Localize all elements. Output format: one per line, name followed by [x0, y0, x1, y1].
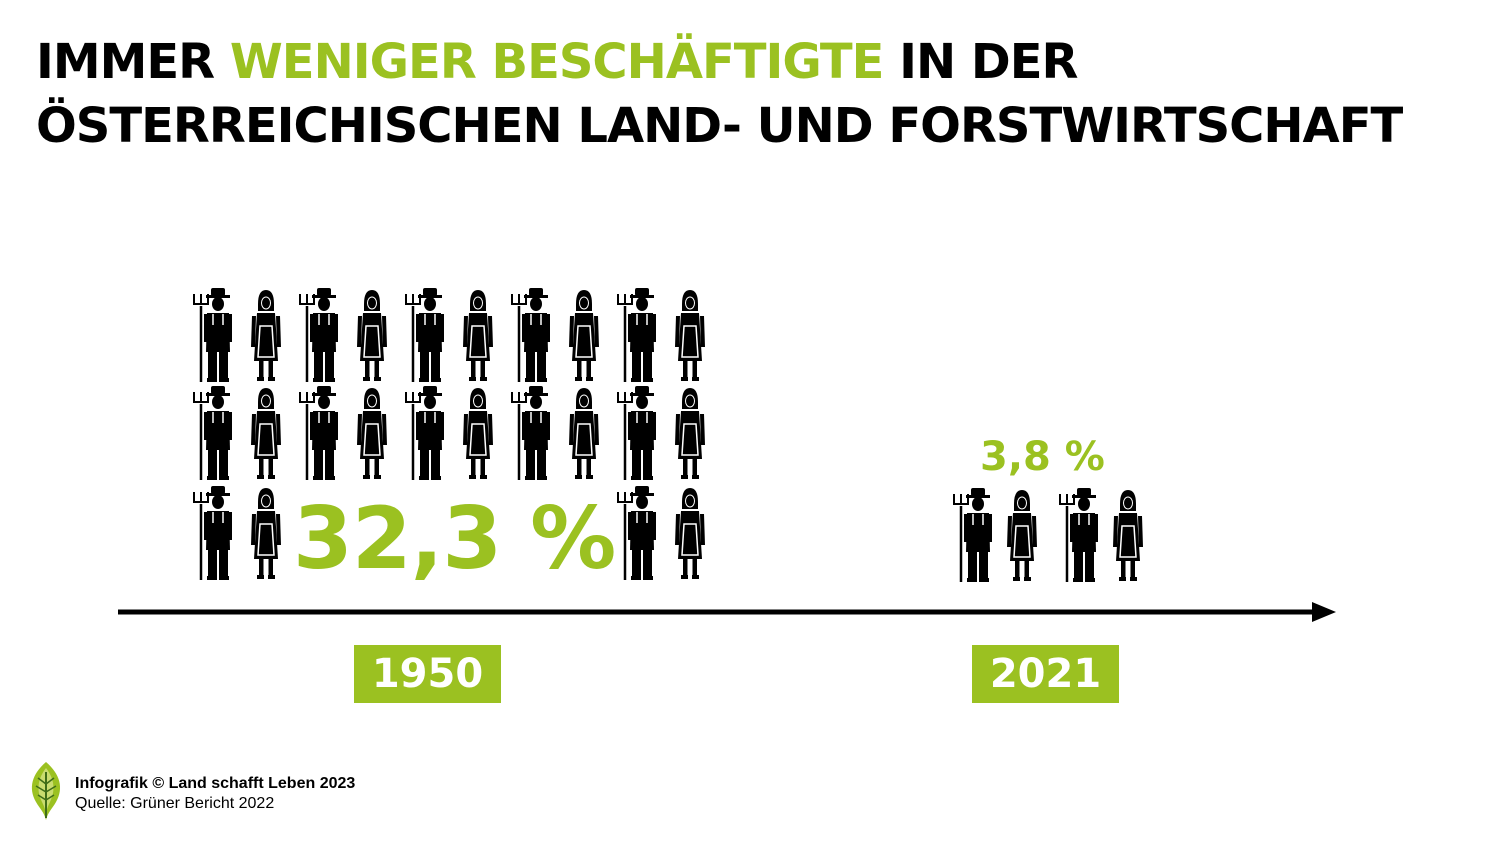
page-title: IMMER WENIGER BESCHÄFTIGTE IN DER ÖSTERR…: [36, 30, 1476, 158]
farmer-woman-icon: [674, 487, 706, 580]
farmer-man-icon: [192, 286, 234, 384]
farmer-woman-icon: [1112, 489, 1144, 582]
leaf-logo-icon: [31, 762, 61, 820]
value-label-2021: 3,8 %: [980, 434, 1105, 480]
farmer-man-icon: [298, 384, 340, 482]
farmer-man-icon: [1058, 486, 1100, 584]
source-line: Quelle: Grüner Bericht 2022: [75, 795, 275, 812]
farmer-man-icon: [952, 486, 994, 584]
year-label-1950: 1950: [354, 645, 501, 703]
farmer-woman-icon: [462, 387, 494, 480]
title-part-2: IN DER: [883, 34, 1078, 90]
farmer-man-icon: [616, 384, 658, 482]
farmer-woman-icon: [1006, 489, 1038, 582]
farmer-woman-icon: [462, 289, 494, 382]
farmer-woman-icon: [356, 289, 388, 382]
figures-2021: [952, 486, 1144, 584]
title-highlight: WENIGER BESCHÄFTIGTE: [229, 34, 885, 90]
year-label-2021: 2021: [972, 645, 1119, 703]
farmer-man-icon: [616, 286, 658, 384]
farmer-man-icon: [510, 384, 552, 482]
farmer-woman-icon: [674, 387, 706, 480]
value-label-1950: 32,3 %: [293, 489, 616, 589]
title-line-2: ÖSTERREICHISCHEN LAND- UND FORSTWIRTSCHA…: [36, 98, 1403, 154]
farmer-man-icon: [192, 484, 234, 582]
farmer-man-icon: [404, 384, 446, 482]
farmer-man-icon: [192, 384, 234, 482]
farmer-man-icon: [616, 484, 658, 582]
farmer-man-icon: [404, 286, 446, 384]
credit-line: Infografik © Land schafft Leben 2023: [75, 775, 356, 792]
farmer-man-icon: [510, 286, 552, 384]
farmer-woman-icon: [674, 289, 706, 382]
farmer-woman-icon: [356, 387, 388, 480]
title-line-1: IMMER WENIGER BESCHÄFTIGTE IN DER: [36, 30, 1476, 94]
farmer-woman-icon: [568, 387, 600, 480]
footer-text: Infografik © Land schafft Leben 2023 Que…: [75, 774, 355, 814]
farmer-woman-icon: [568, 289, 600, 382]
title-part-1: IMMER: [36, 34, 230, 90]
farmer-man-icon: [298, 286, 340, 384]
farmer-woman-icon: [250, 487, 282, 580]
farmer-woman-icon: [250, 289, 282, 382]
farmer-woman-icon: [250, 387, 282, 480]
